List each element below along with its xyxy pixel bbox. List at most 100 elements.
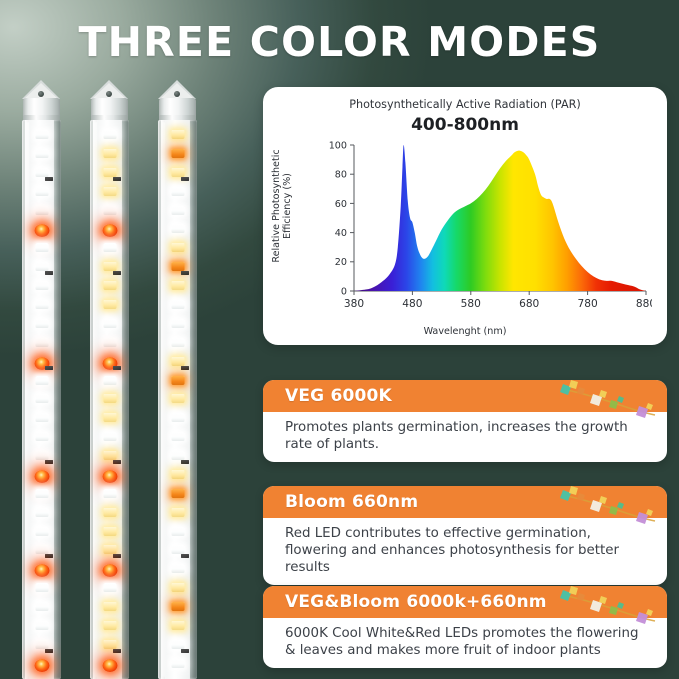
led-white	[35, 583, 48, 593]
cap-ring	[91, 115, 128, 121]
mode-card-heading: VEG 6000K	[285, 386, 392, 406]
pcb-resistor	[180, 365, 189, 370]
cap-body	[159, 98, 196, 120]
led-white	[171, 224, 184, 234]
mode-card-heading: Bloom 660nm	[285, 492, 419, 512]
led-warm	[103, 299, 116, 309]
cap-body	[23, 98, 60, 120]
tube-shadow	[189, 120, 196, 679]
led-white	[171, 205, 184, 215]
led-white	[35, 281, 48, 291]
led-white	[35, 205, 48, 215]
led-white	[171, 186, 184, 196]
led-warm	[103, 413, 116, 423]
cap-peak-highlight	[92, 82, 126, 99]
svg-text:40: 40	[335, 228, 347, 239]
plant-sprig-icon	[560, 586, 656, 624]
svg-text:0: 0	[341, 286, 347, 297]
led-white	[103, 488, 116, 498]
par-chart-card: Photosynthetically Active Radiation (PAR…	[263, 87, 667, 345]
led-warm	[171, 583, 184, 593]
tube-body	[158, 120, 197, 679]
svg-text:100: 100	[329, 140, 347, 151]
led-amber	[171, 602, 184, 612]
pcb-resistor	[180, 648, 189, 653]
mode-card-heading: VEG&Bloom 6000k+660nm	[285, 592, 547, 612]
led-warm	[171, 356, 184, 366]
led-white	[103, 583, 116, 593]
led-white	[35, 432, 48, 442]
cap-ring	[159, 115, 196, 121]
tube-body	[22, 120, 61, 679]
led-white	[171, 451, 184, 461]
led-warm	[171, 281, 184, 291]
led-warm	[103, 545, 116, 555]
led-amber	[171, 148, 184, 158]
tube-cap	[158, 80, 197, 121]
mode-card-veg-bloom: VEG&Bloom 6000k+660nm 6000K Cool White&R…	[263, 586, 667, 669]
par-spectrum-plot: 0 20 40 60 80 100 380 480 580 680 780 880	[329, 140, 652, 310]
led-tube-veg-bloom	[158, 80, 197, 679]
led-white	[35, 299, 48, 309]
tube-cap	[22, 80, 61, 121]
svg-text:80: 80	[335, 170, 347, 181]
led-white	[35, 318, 48, 328]
led-white	[35, 451, 48, 461]
mounting-hole-icon	[106, 91, 112, 97]
plant-sprig-icon	[560, 380, 656, 418]
pcb-resistor	[44, 648, 53, 653]
svg-text:480: 480	[402, 298, 422, 310]
led-red	[102, 658, 117, 672]
led-warm	[103, 281, 116, 291]
led-warm	[103, 148, 116, 158]
tube-shadow	[121, 120, 128, 679]
led-warm	[171, 167, 184, 177]
led-white	[171, 639, 184, 649]
mounting-hole-icon	[174, 91, 180, 97]
led-tube-bloom	[90, 80, 129, 679]
led-white	[35, 394, 48, 404]
led-white	[171, 432, 184, 442]
cap-ring	[23, 115, 60, 121]
led-white	[35, 488, 48, 498]
led-warm	[171, 621, 184, 630]
led-amber	[171, 262, 184, 272]
cap-peak-highlight	[160, 82, 194, 99]
svg-text:780: 780	[577, 298, 597, 310]
led-white	[35, 186, 48, 196]
chart-subtitle: 400-800nm	[411, 115, 519, 135]
pcb-resistor	[180, 176, 189, 181]
mode-card-header: Bloom 660nm	[263, 486, 667, 524]
led-amber	[171, 488, 184, 498]
mode-card-body: Red LED contributes to effective germina…	[285, 526, 620, 576]
led-white	[103, 375, 116, 385]
led-white	[171, 658, 184, 668]
led-amber	[171, 375, 184, 385]
led-white	[35, 507, 48, 517]
led-warm	[103, 602, 116, 612]
mode-card-body: 6000K Cool White&Red LEDs promotes the f…	[285, 626, 639, 659]
mode-card-header: VEG&Bloom 6000k+660nm	[263, 586, 667, 624]
spectrum-area	[354, 144, 646, 291]
pcb-resistor	[44, 460, 53, 465]
led-white	[171, 545, 184, 555]
led-white	[171, 299, 184, 309]
page-title: THREE COLOR MODES	[78, 18, 601, 66]
led-white	[103, 205, 116, 215]
svg-text:680: 680	[519, 298, 539, 310]
svg-text:20: 20	[335, 257, 347, 268]
led-white	[171, 564, 184, 574]
led-red	[34, 564, 49, 578]
pcb-resistor	[112, 176, 121, 181]
pcb-resistor	[112, 460, 121, 465]
led-warm	[103, 186, 116, 196]
tube-body	[90, 120, 129, 679]
led-white	[35, 375, 48, 385]
plant-sprig-icon	[560, 486, 656, 524]
led-white	[35, 621, 48, 630]
led-warm	[103, 451, 116, 461]
led-white	[35, 337, 48, 347]
led-white	[103, 130, 116, 139]
mounting-hole-icon	[38, 91, 44, 97]
led-tube-veg	[22, 80, 61, 679]
